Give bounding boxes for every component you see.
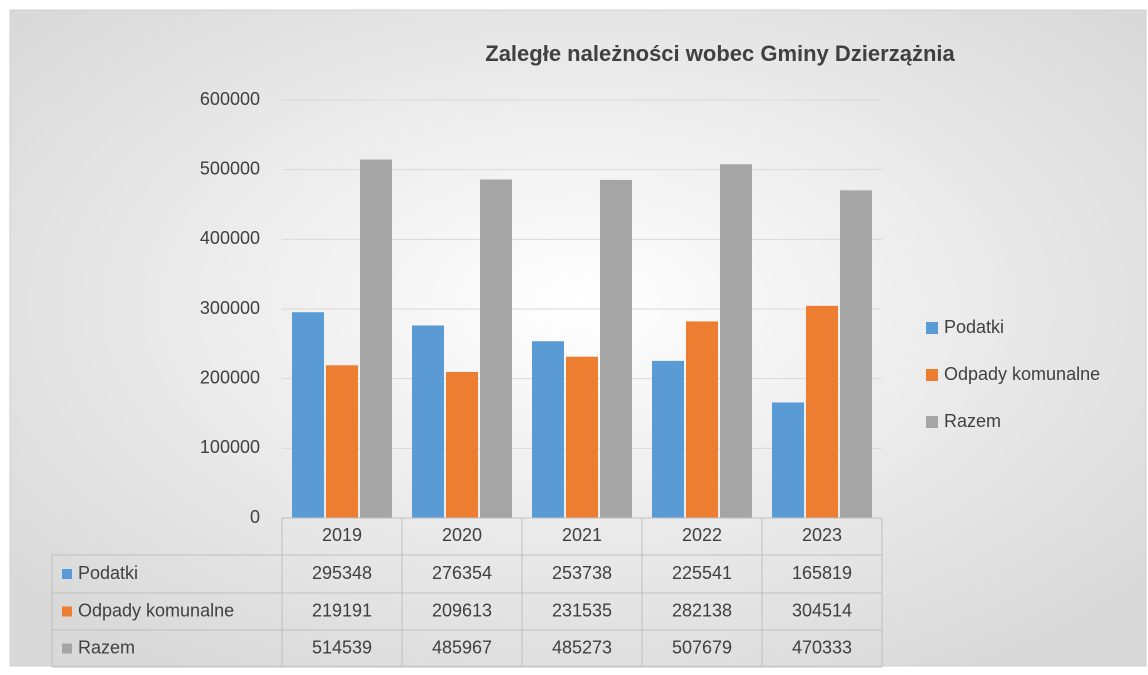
y-tick-label: 300000: [200, 298, 260, 318]
legend-swatch: [926, 369, 938, 381]
y-tick-label: 100000: [200, 437, 260, 457]
table-swatch: [62, 569, 72, 579]
table-cell: 225541: [672, 563, 732, 583]
legend-swatch: [926, 322, 938, 334]
legend-swatch: [926, 416, 938, 428]
bar: [446, 371, 478, 518]
chart-area: [9, 9, 1147, 667]
table-cell: 165819: [792, 563, 852, 583]
bar: [360, 159, 392, 518]
legend-label: Razem: [944, 411, 1001, 431]
table-cell: 485273: [552, 637, 612, 657]
table-row-label: Podatki: [78, 563, 138, 583]
y-tick-label: 500000: [200, 158, 260, 178]
bar: [532, 341, 564, 518]
table-cell: 219191: [312, 600, 372, 620]
y-tick-label: 200000: [200, 367, 260, 387]
table-cell: 253738: [552, 563, 612, 583]
table-cell: 485967: [432, 637, 492, 657]
table-cell: 282138: [672, 600, 732, 620]
y-tick-label: 400000: [200, 228, 260, 248]
x-tick-label: 2023: [802, 525, 842, 545]
table-cell: 295348: [312, 563, 372, 583]
bar: [806, 305, 838, 518]
x-tick-label: 2022: [682, 525, 722, 545]
legend-label: Podatki: [944, 317, 1004, 337]
table-row-label: Odpady komunalne: [78, 600, 234, 620]
legend-label: Odpady komunalne: [944, 364, 1100, 384]
bar: [600, 179, 632, 518]
table-cell: 514539: [312, 637, 372, 657]
x-tick-label: 2020: [442, 525, 482, 545]
table-swatch: [62, 606, 72, 617]
table-cell: 470333: [792, 637, 852, 657]
bar: [652, 360, 684, 518]
table-swatch: [62, 643, 72, 654]
bar: [772, 402, 804, 518]
x-tick-label: 2021: [562, 525, 602, 545]
table-cell: 304514: [792, 600, 852, 620]
bar: [292, 312, 324, 518]
bar: [686, 321, 718, 518]
bar: [720, 164, 752, 519]
y-tick-label: 0: [250, 507, 260, 527]
x-tick-label: 2019: [322, 525, 362, 545]
bar: [840, 190, 872, 519]
bar: [326, 365, 358, 518]
table-cell: 276354: [432, 563, 492, 583]
table-cell: 231535: [552, 600, 612, 620]
bar: [412, 325, 444, 518]
table-cell: 209613: [432, 600, 492, 620]
table-cell: 507679: [672, 637, 732, 657]
bar: [566, 356, 598, 518]
chart-title: Zaległe należności wobec Gminy Dzierzążn…: [485, 41, 955, 66]
table-row-label: Razem: [78, 637, 135, 657]
bar: [480, 179, 512, 518]
y-tick-label: 600000: [200, 89, 260, 109]
